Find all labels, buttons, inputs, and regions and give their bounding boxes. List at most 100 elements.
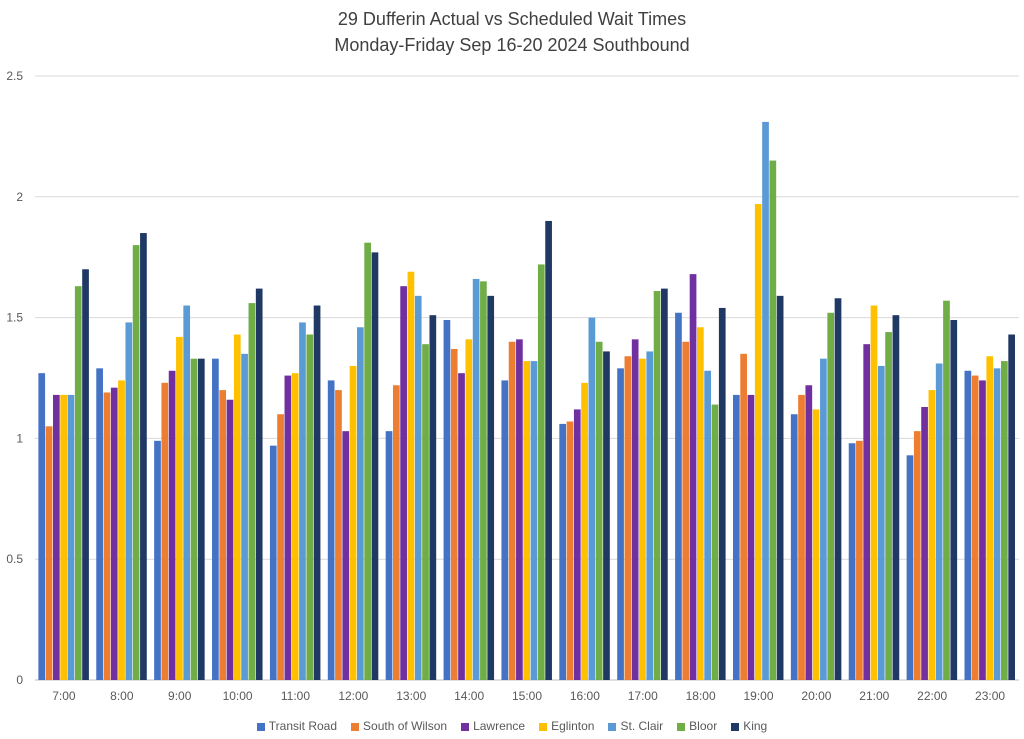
bar (631, 339, 639, 680)
legend-swatch (677, 722, 686, 731)
legend-label: King (743, 719, 768, 733)
bar (1008, 334, 1016, 680)
bar (385, 431, 393, 680)
bar (429, 315, 437, 680)
x-tick-label: 11:00 (281, 689, 310, 703)
bar (487, 295, 495, 680)
x-tick-label: 17:00 (628, 689, 658, 703)
bar (566, 421, 574, 680)
bar (704, 370, 711, 680)
x-tick-label: 21:00 (859, 689, 889, 703)
bar (313, 305, 321, 680)
y-tick-label: 1 (16, 431, 23, 445)
bar (306, 334, 314, 680)
x-tick-label: 20:00 (801, 689, 831, 703)
bar (711, 404, 719, 680)
bar (508, 341, 516, 680)
legend-item: Lawrence (461, 719, 525, 733)
bar (769, 160, 777, 680)
bar (870, 305, 878, 680)
bar (516, 339, 523, 680)
x-tick-label: 10:00 (223, 689, 253, 703)
bar (140, 233, 147, 681)
bar (537, 264, 545, 680)
bar (501, 380, 509, 680)
y-tick-label: 1.5 (6, 311, 23, 325)
bar (776, 295, 784, 680)
bar (212, 358, 219, 680)
bar (747, 394, 755, 680)
x-tick-label: 7:00 (52, 689, 76, 703)
legend-label: Lawrence (473, 719, 526, 733)
x-tick-label: 14:00 (454, 689, 484, 703)
bar (327, 380, 335, 680)
bar (863, 344, 871, 680)
bar (921, 406, 928, 680)
bar (624, 356, 632, 680)
bar (790, 414, 798, 680)
bar (696, 327, 704, 680)
legend: Transit Road South of Wilson Lawrence Eglin… (0, 719, 1024, 733)
bar (740, 353, 747, 680)
bar (646, 351, 654, 680)
y-tick-label: 2.5 (6, 69, 23, 83)
legend-item: King (731, 719, 767, 733)
x-tick-label: 15:00 (512, 689, 542, 703)
bar (67, 394, 75, 680)
legend-label: South of Wilson (363, 719, 448, 733)
y-tick-label: 2 (16, 190, 23, 204)
bar (233, 334, 241, 680)
bar (291, 373, 299, 680)
legend-swatch (256, 722, 265, 731)
bar (364, 242, 372, 681)
bar (422, 344, 429, 680)
bar (74, 286, 82, 680)
legend-label: Bloor (689, 719, 718, 733)
bar (856, 440, 863, 680)
bar (545, 220, 552, 680)
bar (443, 320, 451, 680)
bar (176, 336, 183, 680)
bar (950, 320, 958, 680)
bar (52, 394, 60, 680)
bar (38, 373, 46, 680)
legend-swatch (351, 722, 360, 731)
x-tick-label: 19:00 (744, 689, 774, 703)
bar (299, 322, 306, 680)
bar (82, 269, 89, 680)
bar (110, 387, 118, 680)
bar (573, 409, 581, 680)
bar (928, 390, 936, 680)
bar (392, 385, 400, 680)
bar (964, 370, 972, 680)
bar (248, 303, 256, 680)
legend-item: Bloor (677, 719, 717, 733)
bar (798, 394, 805, 680)
y-tick-label: 0 (16, 673, 23, 687)
legend-swatch (731, 722, 740, 731)
bar (971, 375, 979, 680)
bar (732, 394, 740, 680)
bar (559, 423, 567, 680)
x-tick-label: 9:00 (168, 689, 192, 703)
bar (581, 382, 588, 680)
bar (1001, 361, 1008, 680)
bar (125, 322, 133, 680)
bar (407, 271, 415, 680)
legend-label: Eglinton (551, 719, 595, 733)
bar (877, 365, 885, 680)
bar (480, 281, 487, 680)
bar (523, 361, 531, 680)
bar (472, 278, 480, 680)
y-tick-label: 0.5 (6, 552, 23, 566)
bar (103, 392, 111, 680)
x-tick-label: 16:00 (570, 689, 600, 703)
bar (993, 368, 1001, 680)
bar (219, 390, 227, 680)
bar (450, 349, 458, 680)
bar (154, 440, 161, 680)
bar (986, 356, 994, 680)
bar (349, 365, 357, 680)
x-tick-label: 18:00 (686, 689, 716, 703)
